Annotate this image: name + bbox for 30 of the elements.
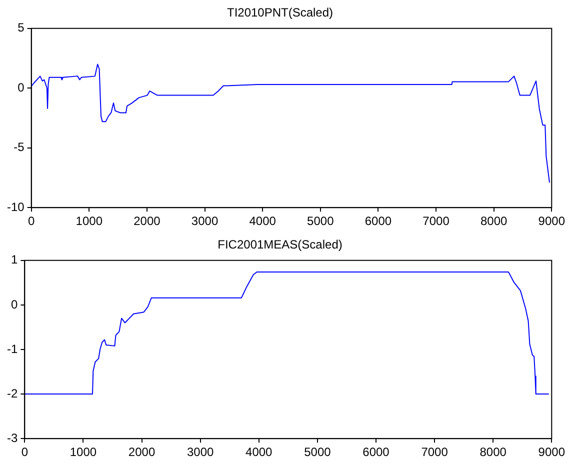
y-tick-label: -2: [7, 386, 18, 400]
x-tick-label: 1000: [70, 445, 97, 460]
x-tick-label: 7000: [421, 445, 448, 460]
y-tick-label: -5: [14, 140, 25, 154]
y-tick-label: -1: [7, 342, 18, 356]
x-tick-label: 3000: [186, 445, 214, 460]
y-tick-label: -3: [7, 430, 18, 445]
x-tick-label: 9000: [538, 214, 566, 228]
x-tick-label: 5000: [304, 445, 332, 460]
x-tick-label: 8000: [480, 445, 507, 460]
x-tick-label: 9000: [538, 445, 566, 460]
y-tick-label: 5: [18, 20, 25, 35]
x-tick-label: 5000: [307, 214, 334, 228]
x-tick-label: 2000: [134, 214, 161, 228]
x-tick-label: 0: [28, 214, 35, 228]
x-tick-label: 6000: [362, 445, 390, 460]
x-tick-label: 7000: [422, 214, 450, 228]
x-tick-label: 4000: [246, 445, 273, 460]
y-tick-label: 0: [18, 80, 25, 94]
x-tick-label: 2000: [128, 445, 156, 460]
chart-title: FIC2001MEAS(Scaled): [218, 238, 342, 252]
y-tick-label: 1: [10, 252, 18, 267]
x-tick-label: 3000: [191, 214, 218, 228]
x-tick-label: 1000: [76, 214, 103, 228]
y-tick-label: -10: [7, 200, 25, 214]
x-tick-label: 8000: [480, 214, 508, 228]
y-tick-label: 0: [10, 297, 18, 312]
chart-title: TI2010PNT(Scaled): [226, 6, 334, 20]
x-tick-label: 4000: [249, 214, 276, 228]
x-tick-label: 6000: [364, 214, 392, 228]
